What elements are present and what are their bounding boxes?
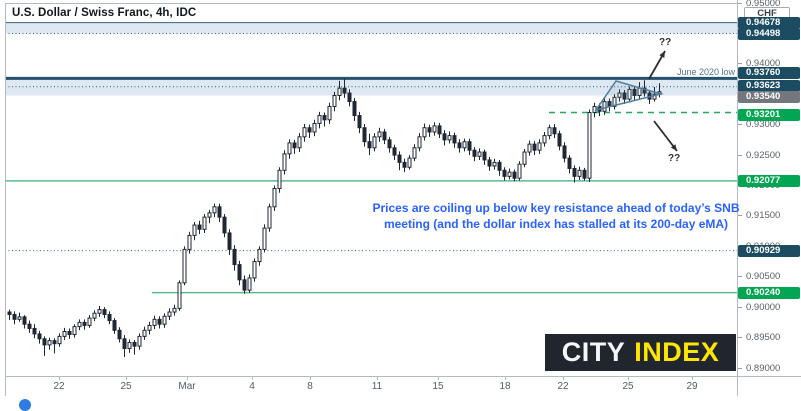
time-axis-label: 25 [120, 381, 132, 392]
time-axis-label: 29 [686, 381, 698, 392]
price-axis-tick: 0.94000 [738, 58, 780, 69]
analyst-note-line1: Prices are coiling up below key resistan… [372, 201, 740, 215]
city-index-logo: CITY INDEX [545, 334, 736, 371]
question-marks-down: ?? [668, 153, 681, 164]
question-marks-up: ?? [659, 37, 672, 48]
time-axis-label: 25 [622, 381, 634, 392]
time-axis-tickmark [310, 376, 311, 380]
price-axis-tick: 0.89500 [738, 332, 780, 343]
price-level-badge: 0.94678 [738, 17, 800, 29]
time-axis-tickmark [126, 376, 127, 380]
time-axis[interactable]: 22 25 Mar 4 8 11 15 18 22 25 29 [0, 376, 737, 396]
price-axis-border [737, 0, 738, 396]
price-axis-tick: 0.93000 [738, 119, 780, 130]
price-level-badge: 0.93540 [738, 91, 800, 103]
time-axis-label: 22 [53, 381, 65, 392]
candlesticks [7, 79, 662, 358]
time-axis-label: Mar [178, 381, 196, 392]
price-axis-tick: 0.90000 [738, 302, 780, 313]
symbol-title: U.S. Dollar / Swiss Franc, 4h, IDC [12, 7, 197, 19]
price-level-badge: 0.93201 [738, 109, 800, 121]
price-axis-tick: 0.95000 [738, 0, 780, 9]
analyst-note: Prices are coiling up below key resistan… [338, 201, 774, 232]
chart-border-top [5, 3, 737, 4]
price-axis-tick: 0.89000 [738, 363, 780, 374]
resistance-zones [5, 22, 737, 96]
time-axis-border [5, 376, 801, 377]
june-2020-low-label: June 2020 low [676, 67, 735, 77]
time-axis-label: 15 [432, 381, 444, 392]
price-axis-tick: 0.92500 [738, 150, 780, 161]
projection-arrows [648, 50, 678, 152]
price-level-badge: 0.90240 [738, 287, 800, 299]
price-level-badge: 0.93760 [738, 67, 800, 79]
logo-city-text: CITY [561, 337, 626, 367]
time-axis-tickmark [59, 376, 60, 380]
analyst-note-line2: meeting (and the dollar index has stalle… [383, 216, 729, 231]
price-level-badge: 0.90929 [738, 245, 800, 257]
time-axis-label: 11 [371, 381, 383, 392]
time-axis-tickmark [628, 376, 629, 380]
time-axis-tickmark [505, 376, 506, 380]
price-levels [5, 22, 737, 294]
tradingview-logo [19, 399, 31, 411]
time-axis-label: 18 [499, 381, 511, 392]
price-level-badge: 0.93623 [738, 80, 800, 92]
price-level-badge: 0.92077 [738, 175, 800, 187]
time-axis-label: 4 [249, 381, 255, 392]
time-axis-label: 8 [307, 381, 313, 392]
time-axis-tickmark [438, 376, 439, 380]
time-axis-tickmark [187, 376, 188, 380]
price-axis-tick: 0.91500 [738, 210, 780, 221]
price-level-badge: 0.94498 [738, 28, 800, 40]
chart-border-left [5, 3, 6, 396]
price-axis[interactable]: CHF 0.950000.940000.930000.925000.920000… [737, 0, 801, 396]
time-axis-tickmark [377, 376, 378, 380]
logo-index-text: INDEX [634, 337, 720, 367]
pennant-pattern [594, 80, 664, 112]
time-axis-tickmark [563, 376, 564, 380]
time-axis-label: 22 [557, 381, 569, 392]
time-axis-tickmark [252, 376, 253, 380]
time-axis-tickmark [692, 376, 693, 380]
price-axis-tick: 0.90500 [738, 271, 780, 282]
